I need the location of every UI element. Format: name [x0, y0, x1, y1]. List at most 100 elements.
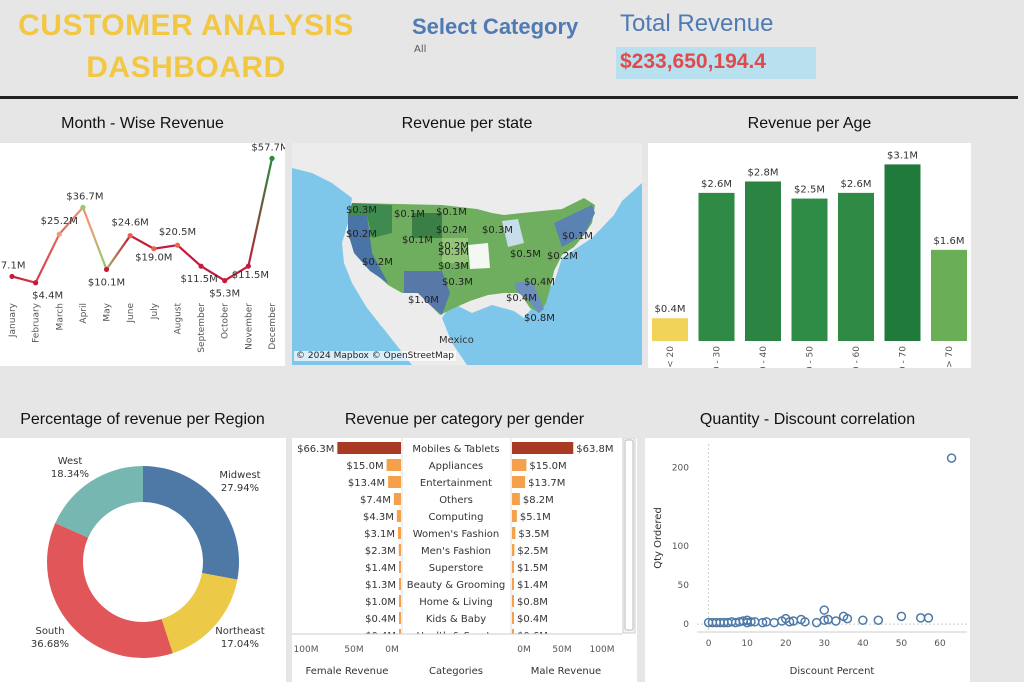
- male-bar-4: [512, 510, 517, 522]
- qty-discount-chart[interactable]: 0 10 20 30 40 50 60 0 50 100 200 Discount Percent Qt…: [645, 438, 970, 682]
- state-west-coast: [348, 215, 388, 283]
- map-state-label-18: $0.8M: [524, 313, 555, 324]
- map-state-label-2: $0.1M: [436, 207, 467, 218]
- map-state-label-8: $0.3M: [438, 247, 469, 258]
- total-revenue-value: $233,650,194.4: [620, 50, 766, 73]
- map-state-label-5: $0.1M: [402, 235, 433, 246]
- state-panel-title: Revenue per state: [401, 115, 533, 132]
- month-point-0: [9, 273, 15, 280]
- age-value-label-5: $3.1M: [887, 150, 918, 161]
- age-bar-5: [884, 164, 921, 341]
- region-donut-chart[interactable]: Midwest 27.94% Northeast 17.04% South 36.68% W…: [0, 438, 286, 682]
- category-scrollbar-thumb: [624, 439, 634, 631]
- category-gender-chart[interactable]: $66.3M $63.8M Mobiles & Tablets $15.0M $15.0…: [292, 437, 637, 682]
- male-bar-3: [512, 493, 520, 505]
- map-state-label-13: $0.3M: [442, 277, 473, 288]
- scatter-xtick-1: 10: [741, 639, 753, 649]
- us-map-svg: [292, 143, 642, 365]
- female-bar-4: [396, 510, 401, 522]
- scatter-point-22: [800, 617, 810, 627]
- month-panel-title: Month - Wise Revenue: [61, 115, 224, 132]
- category-label-10: Kids & Baby: [426, 614, 486, 625]
- female-bar-8: [399, 578, 401, 590]
- scatter-xtick-4: 40: [857, 639, 869, 649]
- axis-area: [292, 634, 637, 682]
- female-bar-5: [398, 527, 401, 539]
- scatter-point-30: [858, 615, 868, 625]
- total-revenue-box: [616, 47, 816, 79]
- scatter-xtick-0: 0: [706, 639, 712, 649]
- month-value-label-2: $25.2M: [41, 216, 78, 227]
- category-label-0: Mobiles & Tablets: [412, 444, 499, 455]
- select-category-dropdown[interactable]: All: [414, 44, 427, 55]
- month-tick-10: November: [244, 303, 254, 350]
- age-tick-4: 50 - 60: [852, 346, 862, 368]
- age-value-label-1: $2.6M: [701, 179, 732, 190]
- state-central: [442, 238, 468, 263]
- state-gulf: [374, 293, 392, 333]
- female-value-4: $4.3M: [363, 512, 394, 523]
- map-state-label-16: $0.4M: [506, 293, 537, 304]
- scatter-point-27: [831, 616, 841, 626]
- male-tick-0: 0M: [517, 645, 531, 655]
- male-bar-0: [512, 442, 574, 454]
- revenue-state-map[interactable]: $0.3M $0.1M $0.1M $0.2M $0.2M $0.1M $0.3M $0.2M…: [292, 143, 642, 365]
- categories-axis-title: Categories: [429, 666, 483, 677]
- male-value-7: $1.5M: [517, 563, 548, 574]
- select-category-label: Select Category: [412, 14, 579, 39]
- map-state-label-9: $0.3M: [438, 261, 469, 272]
- female-bar-2: [388, 476, 401, 488]
- month-point-3: [80, 204, 86, 210]
- month-point-9: [222, 278, 228, 284]
- scatter-point-16: [769, 617, 779, 628]
- male-value-0: $63.8M: [576, 444, 613, 455]
- female-tick-1: 50M: [344, 645, 363, 655]
- map-attribution: © 2024 Mapbox © OpenStreetMap: [294, 351, 456, 361]
- female-axis-title: Female Revenue: [306, 666, 389, 677]
- age-revenue-chart[interactable]: $0.4M < 20 $2.6M 20 - 30 $2.8M 30 - 40 $2.5M 40…: [648, 143, 971, 378]
- header-divider: [0, 96, 1018, 99]
- region-pct-south: 36.68%: [31, 639, 69, 650]
- scatter-ytick-2: 100: [672, 542, 689, 552]
- male-value-8: $1.4M: [517, 580, 548, 591]
- state-great-lakes: [502, 219, 524, 247]
- age-bar-1: [698, 192, 735, 341]
- month-point-6: [151, 246, 157, 252]
- month-tick-9: October: [221, 303, 231, 339]
- age-bar-2: [745, 181, 781, 341]
- qty-discount-panel-title: Quantity - Discount correlation: [699, 411, 916, 428]
- scatter-point-35: [946, 453, 957, 463]
- scatter-point-14: [757, 617, 768, 628]
- male-value-2: $13.7M: [528, 478, 565, 489]
- category-label-7: Superstore: [429, 563, 484, 574]
- region-panel-title: Percentage of revenue per Region: [20, 411, 265, 428]
- month-value-label-11: $57.7M: [251, 143, 285, 153]
- female-value-9: $1.0M: [365, 597, 396, 608]
- state-nw: [348, 203, 392, 238]
- scatter-ytick-1: 50: [678, 581, 690, 591]
- month-value-label-3: $36.7M: [66, 191, 103, 202]
- female-value-7: $1.4M: [365, 563, 396, 574]
- month-tick-4: May: [103, 302, 113, 321]
- age-tick-0: < 20: [666, 346, 676, 368]
- age-tick-1: 20 - 30: [713, 346, 723, 368]
- age-value-label-3: $2.5M: [794, 185, 825, 196]
- male-bar-2: [512, 476, 526, 488]
- female-bar-3: [393, 493, 401, 505]
- age-value-label-0: $0.4M: [655, 304, 686, 315]
- month-value-label-5: $24.6M: [112, 218, 149, 229]
- month-tick-11: December: [268, 303, 278, 350]
- category-gender-panel-title: Revenue per category per gender: [344, 411, 585, 428]
- region-name-west: West: [58, 456, 83, 467]
- month-value-label-7: $20.5M: [159, 227, 196, 238]
- map-state-label-0: $0.3M: [346, 205, 377, 216]
- month-point-11: [269, 155, 275, 161]
- region-slice-west: [55, 466, 143, 538]
- category-label-2: Entertainment: [420, 478, 492, 489]
- male-bar-5: [512, 527, 516, 539]
- month-value-label-0: $7.1M: [0, 260, 25, 271]
- dashboard-title-line1: CUSTOMER ANALYSIS: [18, 9, 354, 42]
- map-state-label-14: $0.4M: [524, 277, 555, 288]
